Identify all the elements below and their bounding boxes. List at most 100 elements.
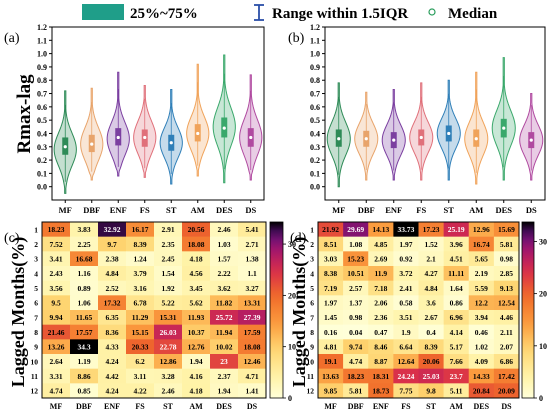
heatmap-cell [368,383,394,399]
heatmap-value-label: 32.92 [104,225,121,234]
heatmap-cell [42,236,71,252]
heatmap-value-label: 1.37 [349,298,362,307]
colorbar-tick-label: 20 [288,291,296,300]
heatmap-value-label: 3.6 [426,298,436,307]
heatmap-value-label: 2.41 [399,284,412,293]
heatmap-cell [154,222,183,237]
heatmap-value-label: 9.74 [349,342,362,351]
y-tick-label: 0.1 [310,169,320,178]
x-tick-label: MF [332,205,345,215]
violin-median [63,145,67,149]
heatmap-value-label: 18.08 [188,240,205,249]
heatmap-cell [98,295,127,311]
heatmap-row-label: 7 [310,313,314,322]
heatmap-value-label: 1.97 [399,240,412,249]
heatmap-cell [343,324,369,340]
heatmap-value-label: 4.46 [500,313,513,322]
heatmap-cell [468,383,495,399]
heatmap-cell [182,368,211,384]
x-tick-label: FS [140,205,150,215]
heatmap-value-label: 18.31 [372,372,389,381]
heatmap-cell [210,339,239,355]
y-tick-label: 0.5 [37,116,47,125]
heatmap-cell [98,324,127,340]
heatmap-value-label: 1.54 [161,269,174,278]
heatmap-cell [493,295,520,311]
heatmap-value-label: 2.57 [349,284,362,293]
heatmap-cell [98,236,127,252]
heatmap-cell [493,354,520,369]
heatmap-row-label: 2 [34,240,38,249]
heatmap-value-label: 3.41 [49,254,62,263]
heatmap-value-label: 9.94 [49,313,62,322]
heatmap-cell [318,354,344,369]
heatmap-cell [126,354,155,369]
heatmap-value-label: 17.42 [498,372,515,381]
colorbar-tick-label: 0 [539,394,543,403]
heatmap-cell [493,251,520,267]
heatmap-value-label: 12.64 [398,357,415,366]
y-tick-label: 0.7 [37,90,47,99]
heatmap-cell [493,339,520,355]
heatmap-value-label: 5.81 [349,386,362,395]
heatmap-row-label: 6 [34,299,38,308]
heatmap-cell [70,383,99,399]
heatmap-col-label: ENF [373,402,389,410]
heatmap-value-label: 2.46 [217,225,230,234]
heatmap-cell [70,324,99,340]
heatmap-cell [42,324,71,340]
heatmap-cell [468,354,495,369]
heatmap-frame [317,221,520,399]
heatmap-value-label: 4.33 [105,342,118,351]
heatmap-col-label: ST [163,402,173,410]
heatmap-cell [368,266,394,281]
y-tick-label: 1.0 [37,50,47,59]
heatmap-value-label: 13.63 [322,372,339,381]
heatmap-cell [393,295,419,311]
heatmap-value-label: 13.31 [244,298,261,307]
heatmap-cell [343,368,369,384]
heatmap-value-label: 27.39 [244,313,261,322]
violin-median [222,126,226,130]
heatmap-value-label: 4.81 [324,342,337,351]
heatmap-value-label: 2.91 [161,225,174,234]
heatmap-cell [493,236,520,252]
heatmap-value-label: 2.06 [374,298,387,307]
x-tick-label: DBF [83,205,100,215]
heatmap-cell [154,280,183,296]
heatmap-value-label: 2.38 [105,254,118,263]
heatmap-cell [343,222,369,237]
heatmap-cell [70,368,99,384]
heatmap-value-label: 15.15 [132,328,149,337]
heatmap-cell [368,295,394,311]
heatmap-cell [98,280,127,296]
ylabel-a: Rmax-lag [14,74,35,154]
heatmap-cell [154,354,183,369]
heatmap-value-label: 8.39 [133,240,146,249]
heatmap-cell [238,368,267,384]
colorbar-tick-label: 30 [288,240,296,249]
heatmap-cell [182,354,211,369]
heatmap-cell [493,266,520,281]
heatmap-value-label: 10.51 [347,269,364,278]
heatmap-cell [238,280,267,296]
heatmap-cell [443,310,470,325]
heatmap-row-label: 8 [310,328,314,337]
heatmap-cell [318,324,344,340]
heatmap-cell [182,251,211,267]
heatmap-cell [42,251,71,267]
heatmap-value-label: 15.23 [347,254,364,263]
violin-median [502,126,506,130]
heatmap-cell [210,368,239,384]
heatmap-cell [98,339,127,355]
heatmap-value-label: 9.85 [324,386,337,395]
heatmap-row-label: 5 [34,284,38,293]
heatmap-cell [368,339,394,355]
heatmap-cell [418,354,444,369]
heatmap-value-label: 1.45 [324,313,337,322]
heatmap-value-label: 8.87 [374,357,387,366]
heatmap-value-label: 2.36 [374,313,387,322]
heatmap-value-label: 5.11 [450,386,463,395]
heatmap-value-label: 11.93 [188,313,205,322]
heatmap-cell [443,383,470,399]
